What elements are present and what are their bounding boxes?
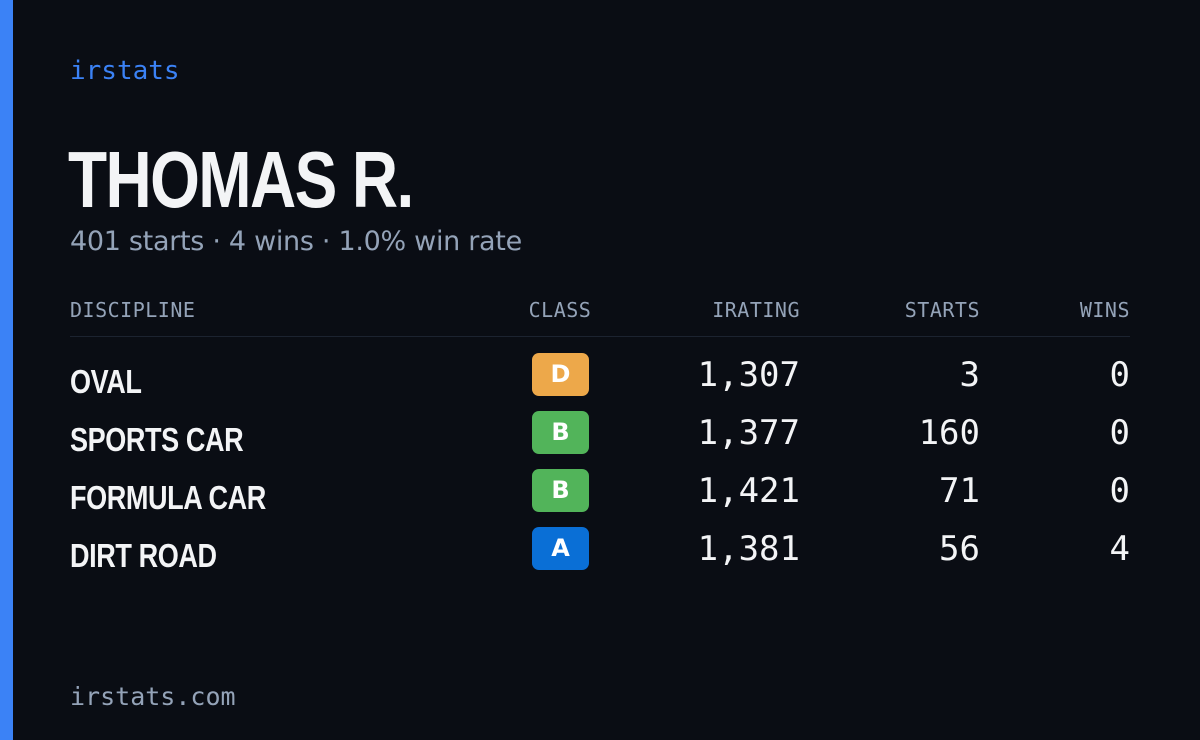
table-row: DIRT ROAD A 1,381 56 4 <box>70 527 1130 585</box>
class-badge: B <box>532 469 589 512</box>
wins-value: 4 <box>1109 529 1130 569</box>
wins-value: 0 <box>1109 413 1130 453</box>
header-starts: STARTS <box>904 298 980 322</box>
table-body: OVAL D 1,307 3 0 SPORTS CAR B 1,377 160 … <box>70 353 1130 585</box>
player-summary: 401 starts · 4 wins · 1.0% win rate <box>70 226 522 257</box>
table-row: FORMULA CAR B 1,421 71 0 <box>70 469 1130 527</box>
starts-value: 71 <box>939 471 980 511</box>
discipline-name: SPORTS CAR <box>70 421 244 458</box>
wins-value: 0 <box>1109 471 1130 511</box>
irating-value: 1,377 <box>697 413 800 453</box>
accent-bar <box>0 0 13 740</box>
starts-value: 3 <box>959 355 980 395</box>
starts-value: 56 <box>939 529 980 569</box>
header-irating: IRATING <box>712 298 800 322</box>
class-badge: D <box>532 353 589 396</box>
table-row: OVAL D 1,307 3 0 <box>70 353 1130 411</box>
irating-value: 1,421 <box>697 471 800 511</box>
irating-value: 1,381 <box>697 529 800 569</box>
table-row: SPORTS CAR B 1,377 160 0 <box>70 411 1130 469</box>
class-badge: A <box>532 527 589 570</box>
footer-domain: irstats.com <box>70 682 236 711</box>
discipline-name: FORMULA CAR <box>70 479 266 516</box>
irating-value: 1,307 <box>697 355 800 395</box>
discipline-name: DIRT ROAD <box>70 537 217 574</box>
header-class: CLASS <box>528 298 592 322</box>
player-name: THOMAS R. <box>68 135 414 224</box>
table-header: DISCIPLINE CLASS IRATING STARTS WINS <box>70 296 1130 337</box>
brand-logo-text: irstats <box>70 56 180 86</box>
discipline-table: DISCIPLINE CLASS IRATING STARTS WINS OVA… <box>70 296 1130 585</box>
header-wins: WINS <box>1079 298 1130 322</box>
starts-value: 160 <box>918 413 980 453</box>
header-discipline: DISCIPLINE <box>70 298 196 322</box>
discipline-name: OVAL <box>70 363 142 400</box>
wins-value: 0 <box>1109 355 1130 395</box>
class-badge: B <box>532 411 589 454</box>
